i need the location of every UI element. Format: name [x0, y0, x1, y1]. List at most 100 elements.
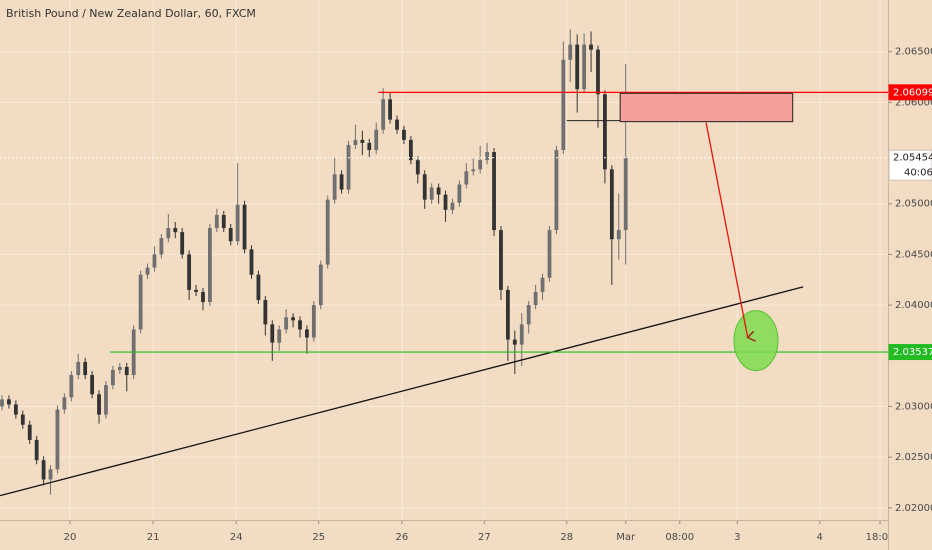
candle-body — [291, 317, 295, 321]
candle-body — [346, 144, 351, 190]
candle-body — [471, 169, 476, 172]
candle-body — [512, 339, 517, 345]
x-tick-label: 26 — [395, 532, 408, 543]
candle-body — [152, 254, 157, 268]
target-ellipse — [733, 310, 779, 372]
candle-body — [589, 44, 593, 50]
candle-body — [277, 329, 282, 343]
candle-body — [582, 44, 587, 90]
candle-body — [228, 228, 233, 242]
candle-body — [367, 142, 372, 151]
candle-body — [194, 289, 198, 292]
countdown-label: 40:06 — [904, 168, 932, 179]
candle-body — [180, 232, 185, 255]
price-axis: 2.02000 2.02500 2.03000 2.04000 2.04500 2.050… — [888, 47, 932, 514]
candle-body — [609, 169, 614, 240]
x-tick-label: 24 — [230, 532, 243, 543]
price-label-box — [888, 84, 932, 101]
candle-body — [374, 129, 379, 151]
candle-body — [485, 152, 490, 161]
candle-body — [97, 394, 101, 415]
y-tick-label: 2.02000 — [895, 503, 932, 514]
candle-body — [110, 369, 115, 386]
candle-body — [616, 230, 621, 240]
price-label-box — [888, 344, 932, 361]
chart-title: British Pound / New Zealand Dollar, 60, … — [6, 7, 256, 20]
candle-body — [422, 174, 427, 200]
candle-body — [208, 228, 212, 303]
candle-body — [13, 404, 18, 415]
candle-body — [339, 174, 344, 190]
candle-body — [124, 366, 129, 376]
candle-body — [554, 150, 559, 231]
candle-body — [575, 44, 580, 90]
x-tick-label: 25 — [312, 532, 325, 543]
y-tick-label: 2.03000 — [895, 401, 932, 412]
x-tick-label: 18:00 — [866, 532, 895, 543]
candle-body — [325, 199, 330, 265]
candle-body — [69, 375, 74, 398]
candle-body — [332, 174, 337, 200]
arrow — [705, 122, 756, 342]
price-label-box — [888, 149, 932, 181]
y-tick-label: 2.04500 — [895, 249, 932, 260]
candle-body — [415, 160, 420, 175]
price-label: 2.06099 — [893, 87, 932, 98]
candle-body — [492, 152, 496, 231]
x-tick-label: 3 — [734, 532, 740, 543]
candle-body — [173, 228, 178, 233]
candle-body — [408, 139, 413, 161]
x-tick-label: 20 — [64, 532, 77, 543]
x-tick-label: Mar — [616, 532, 636, 543]
candle-body — [505, 289, 510, 340]
candle-body — [138, 274, 143, 330]
time-axis: 20 21 24 25 26 27 28 Mar 08:00 3 4 18:00 — [64, 520, 895, 543]
supply-zone — [619, 92, 794, 123]
candle-body — [187, 254, 192, 290]
candle-body — [62, 397, 67, 410]
x-tick-label: 4 — [817, 532, 823, 543]
candle-body — [318, 264, 323, 306]
y-tick-label: 2.04000 — [895, 300, 932, 311]
candle-body — [284, 317, 289, 330]
y-tick-label: 2.06500 — [895, 47, 932, 58]
candle-body — [235, 204, 240, 242]
candle-body — [20, 414, 25, 425]
candle-body — [166, 228, 171, 239]
candle-body — [540, 277, 545, 292]
price-label: 2.05454 — [893, 153, 932, 164]
candle-body — [0, 399, 4, 407]
candle-body — [533, 291, 538, 306]
candle-body — [603, 94, 607, 170]
candle-body — [519, 324, 524, 345]
candle-body — [395, 119, 399, 130]
candle-body — [76, 361, 81, 376]
x-tick-label: 28 — [560, 532, 573, 543]
candle-body — [388, 99, 392, 120]
candle-body — [270, 324, 275, 343]
candle-body — [201, 291, 205, 303]
candle-body — [145, 267, 150, 275]
candle-body — [41, 460, 46, 480]
candle-body — [305, 329, 309, 338]
candle-body — [360, 139, 365, 143]
candle-body — [104, 385, 108, 415]
candle-body — [249, 249, 254, 275]
candle-body — [159, 238, 164, 255]
candle-body — [48, 469, 53, 480]
candle-body — [450, 202, 455, 210]
price-axis-panel — [888, 0, 932, 550]
candle-body — [402, 129, 406, 140]
candle-body — [499, 230, 503, 290]
candle-body — [443, 194, 448, 210]
candle-body — [381, 99, 386, 130]
candle-body — [464, 171, 469, 185]
candle-body — [568, 44, 573, 60]
candle-body — [478, 160, 483, 170]
x-tick-label: 08:00 — [665, 532, 694, 543]
candle-body — [298, 320, 302, 330]
candle-body — [221, 214, 226, 229]
candle-body — [526, 305, 531, 325]
